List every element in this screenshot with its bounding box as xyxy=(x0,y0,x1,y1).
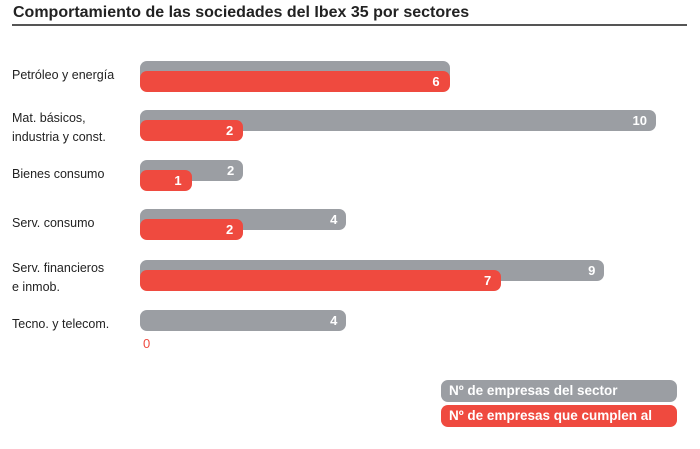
value-label-cumplen: 2 xyxy=(225,123,234,138)
value-label-cumplen: 2 xyxy=(225,222,234,237)
category-label: Serv. consumo xyxy=(12,214,94,233)
title-divider xyxy=(12,24,687,26)
category-label: Bienes consumo xyxy=(12,165,104,184)
value-label-cumplen: 0 xyxy=(143,336,151,351)
bar-cumplen xyxy=(140,170,192,191)
value-label-sector: 9 xyxy=(588,263,596,278)
value-label-sector: 10 xyxy=(632,113,647,128)
value-label-cumplen: 6 xyxy=(432,74,440,89)
category-label: Petróleo y energía xyxy=(12,66,114,85)
value-label-cumplen: 1 xyxy=(174,173,182,188)
bar-cumplen xyxy=(140,71,450,92)
category-label: Serv. financieros e inmob. xyxy=(12,259,104,297)
value-label-sector: 4 xyxy=(330,313,338,328)
value-label-sector: 4 xyxy=(330,212,338,227)
value-label-cumplen: 7 xyxy=(483,273,492,288)
value-label-sector: 2 xyxy=(226,163,235,178)
category-label-line: Mat. básicos, xyxy=(12,111,86,125)
category-label: Tecno. y telecom. xyxy=(12,315,109,334)
bar-cumplen xyxy=(140,219,244,240)
bar-cumplen xyxy=(140,270,502,291)
category-label-line: Bienes consumo xyxy=(12,167,105,181)
chart-title: Comportamiento de las sociedades del Ibe… xyxy=(13,4,470,21)
category-label-line: e inmob. xyxy=(12,280,60,294)
legend-item-sector: Nº de empresas del sector xyxy=(441,380,677,402)
category-label-line: Petróleo y energía xyxy=(12,68,115,82)
bar-sector xyxy=(140,310,347,331)
category-label: Mat. básicos, industria y const. xyxy=(12,109,106,147)
category-label-line: Serv. financieros xyxy=(12,261,105,275)
category-label-line: industria y const. xyxy=(12,130,106,144)
bar-sector xyxy=(140,110,656,131)
bar-cumplen xyxy=(140,120,244,141)
category-label-line: Serv. consumo xyxy=(12,216,95,230)
category-label-line: Tecno. y telecom. xyxy=(12,317,110,331)
legend-item-cumplen: Nº de empresas que cumplen al 100% xyxy=(441,405,677,445)
